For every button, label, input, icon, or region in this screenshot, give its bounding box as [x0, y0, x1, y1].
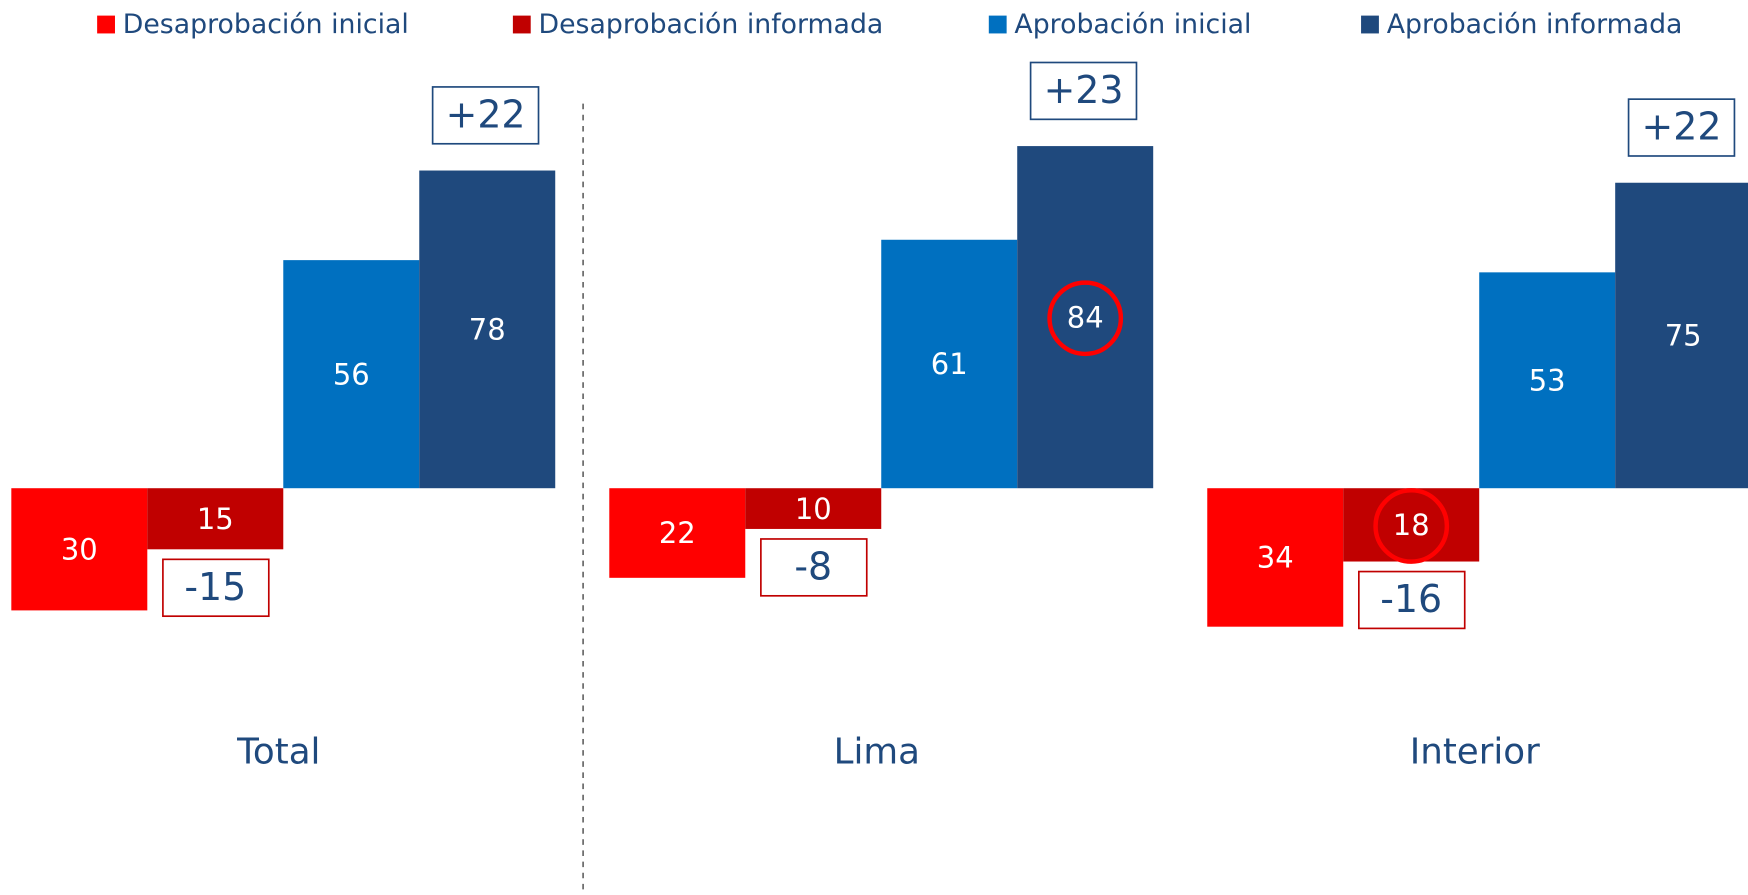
category-label: Total: [236, 731, 320, 772]
bar: [1207, 488, 1344, 627]
highlight-circle: [1373, 488, 1450, 564]
legend-swatch: [1361, 15, 1379, 34]
legend-label: Desaprobación informada: [539, 9, 884, 40]
change-box: [1627, 98, 1736, 157]
change-box: [1029, 61, 1138, 121]
bar: [745, 488, 882, 529]
data-label: 78: [469, 313, 506, 347]
highlight-circle: [1047, 280, 1124, 357]
bar: [11, 488, 148, 611]
data-label: 84: [1067, 300, 1104, 334]
data-label: 18: [1393, 508, 1430, 542]
data-label: 61: [931, 347, 968, 381]
change-label: -15: [184, 565, 246, 609]
change-label: +23: [1044, 68, 1124, 112]
data-label: 56: [333, 357, 370, 391]
data-label: 15: [197, 502, 234, 536]
legend-swatch: [512, 15, 531, 34]
bar: [1615, 182, 1748, 489]
data-label: 30: [61, 533, 98, 567]
category-label: Interior: [1410, 731, 1540, 772]
legend-label: Aprobación informada: [1387, 9, 1683, 40]
change-label: -8: [794, 545, 832, 589]
bar: [609, 488, 746, 578]
data-label: 34: [1257, 541, 1294, 575]
data-label: 10: [795, 492, 832, 526]
bar: [1343, 488, 1480, 562]
data-label: 22: [659, 516, 696, 550]
category-label: Lima: [834, 731, 920, 772]
legend-label: Aprobación inicial: [1014, 9, 1251, 40]
bar: [1479, 272, 1616, 489]
bar: [1017, 146, 1154, 489]
legend-swatch: [988, 15, 1007, 34]
bar: [147, 488, 284, 550]
change-box: [162, 558, 270, 618]
change-label: +22: [446, 93, 526, 137]
data-label: 75: [1665, 319, 1702, 353]
change-box: [1358, 570, 1466, 630]
data-label: 53: [1529, 364, 1566, 398]
change-box: [760, 538, 868, 597]
change-box: [431, 86, 540, 145]
bar: [419, 170, 556, 489]
legend-swatch: [97, 15, 115, 34]
bar: [881, 239, 1018, 489]
change-label: +22: [1642, 105, 1722, 149]
change-label: -16: [1380, 577, 1442, 621]
bar: [283, 260, 420, 489]
legend-label: Desaprobación inicial: [123, 9, 409, 40]
